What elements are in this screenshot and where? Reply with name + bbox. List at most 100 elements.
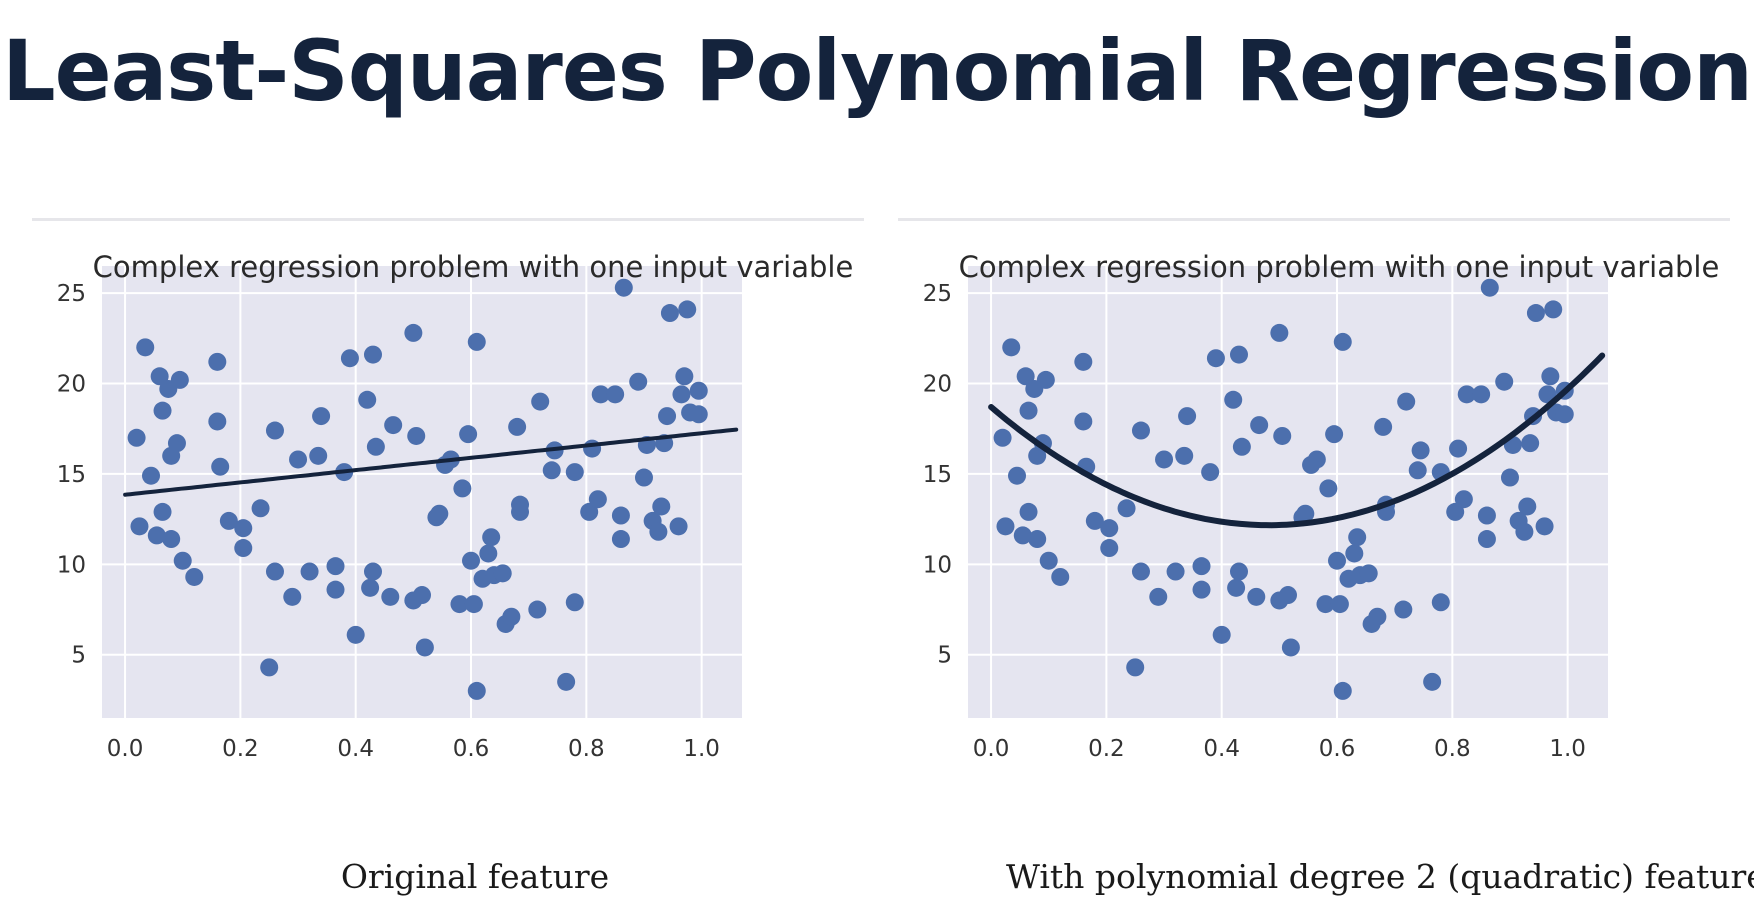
data-point [1117,499,1136,518]
x-tick-label: 0.8 [568,736,605,762]
data-point [265,421,284,440]
data-point [265,562,284,581]
data-point [340,349,359,368]
data-point [358,390,377,409]
data-point [366,437,385,456]
data-point [1013,526,1032,545]
data-point [1224,390,1243,409]
data-point [1480,278,1499,297]
x-tick-label: 0.6 [1319,736,1356,762]
data-point [1328,551,1347,570]
data-point [1500,468,1519,487]
data-point [542,461,561,480]
data-point [1273,426,1292,445]
data-point [1019,502,1038,521]
data-point [493,564,512,583]
data-point [167,434,186,453]
data-point [208,412,227,431]
data-point [467,681,486,700]
y-tick-label: 20 [57,372,86,398]
data-point [1319,479,1338,498]
data-point [1178,407,1197,426]
data-point [260,658,279,677]
data-point [565,463,584,482]
data-point [170,370,189,389]
data-point [208,352,227,371]
x-tick-label: 0.2 [1088,736,1125,762]
data-point [1100,519,1119,538]
data-point [1279,586,1297,605]
data-point [363,562,382,581]
data-point [511,502,530,521]
data-point [658,407,677,426]
data-point [611,530,630,549]
y-tick-label: 15 [57,462,86,488]
data-point [1247,587,1266,606]
data-point [381,587,400,606]
data-point [450,595,469,614]
data-point [1330,595,1349,614]
data-point [629,372,648,391]
data-point [361,578,380,597]
y-tick-label: 5 [937,643,952,669]
data-point [669,517,688,536]
data-point [565,593,584,612]
data-point [1555,405,1574,424]
data-point [689,381,708,400]
data-point [531,392,550,411]
left-chart-xlabel: Original feature [340,857,610,896]
right-divider [898,218,1730,221]
data-point [1008,466,1027,485]
data-point [453,479,472,498]
data-point [678,300,697,319]
data-point [1518,497,1537,516]
data-point [136,338,155,357]
data-point [413,586,431,605]
data-point [162,530,181,549]
data-point [1281,638,1300,657]
x-tick-label: 0.0 [107,736,144,762]
data-point [479,544,498,563]
data-point [482,528,501,547]
data-point [407,426,426,445]
data-point [996,517,1015,536]
data-point [1333,681,1352,700]
data-point [675,367,694,386]
data-point [1535,517,1554,536]
data-point [219,511,238,530]
y-tick-label: 10 [923,552,952,578]
data-point [672,385,691,404]
data-point [130,517,149,536]
data-point [462,551,481,570]
data-point [1359,564,1378,583]
data-point [1002,338,1021,357]
data-point [1085,511,1104,530]
data-point [1074,412,1093,431]
data-point [173,551,192,570]
data-point [1270,323,1289,342]
data-point [528,600,547,619]
data-point [326,580,345,599]
right-chart-panel: 0.0 0.2 0.4 0.6 0.8 1.0 5 10 15 20 25 Complex regr… [896,232,1754,904]
data-point [1016,367,1035,386]
left-chart-panel: 0.0 0.2 0.4 0.6 0.8 1.0 5 10 15 20 25 Complex regr… [30,232,880,904]
data-point [1411,441,1430,460]
data-point [508,417,527,436]
data-point [1333,332,1352,351]
data-point [993,428,1012,447]
data-point [289,450,308,469]
x-tick-label: 0.2 [222,736,259,762]
data-point [1192,580,1211,599]
data-point [1408,461,1427,480]
data-point [1175,446,1194,465]
data-point [652,497,671,516]
data-point [251,499,270,518]
data-point [611,506,630,525]
y-tick-label: 10 [57,552,86,578]
x-tick-label: 0.4 [1203,736,1240,762]
data-point [1345,544,1364,563]
data-point [588,490,607,509]
data-point [1051,567,1070,586]
data-point [430,504,449,523]
data-point [1446,502,1465,521]
